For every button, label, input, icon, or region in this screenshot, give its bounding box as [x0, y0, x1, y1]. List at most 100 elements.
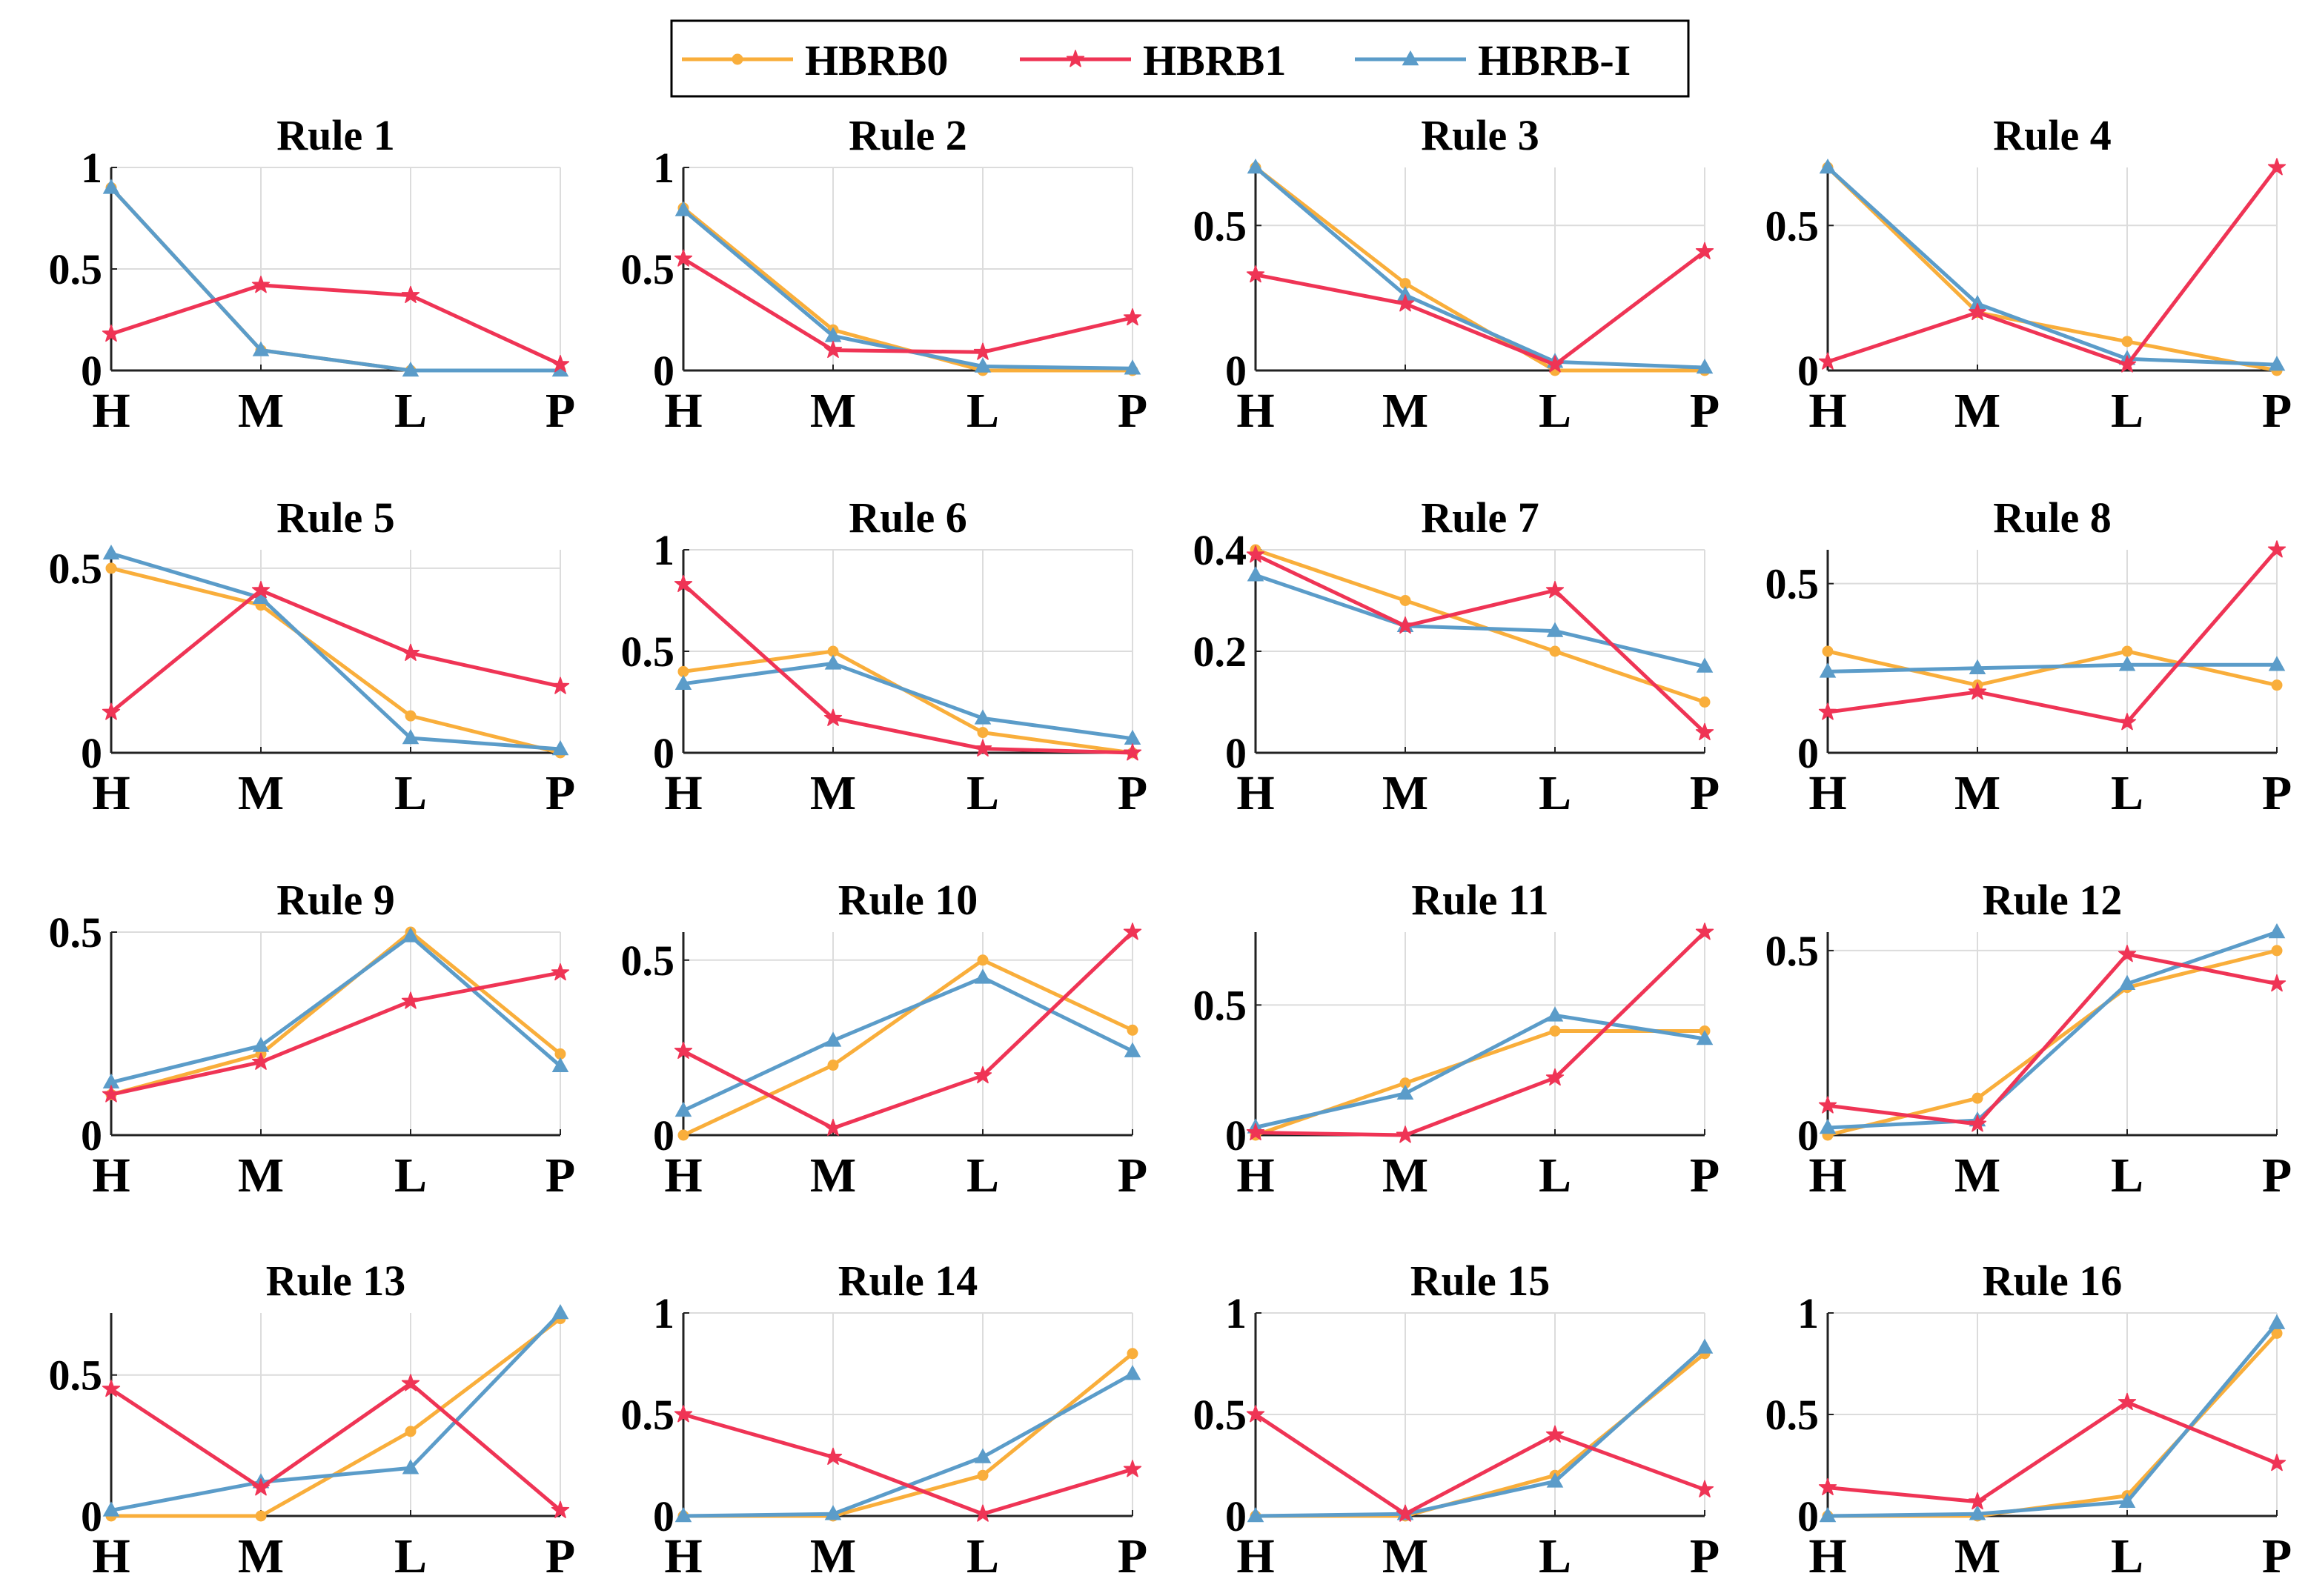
series-line-hbrb1: [1827, 1400, 2278, 1504]
data-point-hbrb1: [1396, 1504, 1415, 1522]
series-hbrb0: [1250, 544, 1711, 708]
data-point-hbrb-i: [1696, 1030, 1714, 1045]
data-point-hbrb-i: [1247, 1506, 1264, 1523]
subplot-title: Rule 11: [1411, 876, 1548, 924]
data-point-hbrb1: [2267, 1454, 2287, 1472]
series-line-hbrb1: [682, 257, 1133, 354]
x-tick-label: L: [966, 1148, 999, 1203]
series-line-hbrb1: [1254, 553, 1706, 734]
y-tick-label: 0.5: [49, 545, 103, 593]
data-point-hbrb-i: [1819, 662, 1837, 678]
x-tick-label: H: [1808, 766, 1846, 820]
x-tick-label: H: [664, 766, 702, 820]
subplot-title: Rule 1: [276, 111, 395, 159]
x-tick-label: H: [1236, 384, 1274, 438]
x-tick-label: L: [394, 1529, 427, 1583]
data-point-hbrb1: [1545, 1068, 1565, 1086]
data-point-hbrb0: [677, 1129, 689, 1141]
x-tick-label: P: [1118, 1529, 1147, 1583]
data-point-hbrb1: [1246, 265, 1265, 283]
data-point-hbrb-i: [2268, 356, 2286, 371]
data-point-hbrb1: [1396, 294, 1415, 312]
data-point-hbrb1: [251, 276, 271, 293]
series-hbrb1: [102, 963, 570, 1103]
data-point-hbrb1: [2267, 158, 2287, 176]
x-tick-label: P: [1690, 1148, 1720, 1203]
data-point-hbrb-i: [102, 1501, 120, 1517]
y-tick-label: 0: [1225, 1492, 1247, 1540]
series-hbrb-i: [102, 179, 569, 377]
legend-entry-hbrb0: HBRB0: [682, 36, 948, 84]
data-point-hbrb-i: [1124, 1365, 1141, 1380]
x-tick-label: H: [1808, 1148, 1846, 1203]
subplot-title: Rule 13: [266, 1257, 406, 1305]
data-point-hbrb0: [2121, 336, 2133, 348]
subplot-rule-1: 0 0.5 1 H M L P Rule 1: [49, 111, 576, 438]
series-hbrb1: [1818, 158, 2287, 373]
y-tick-label: 0.4: [1193, 526, 1247, 574]
data-point-hbrb1: [2118, 355, 2137, 373]
data-point-hbrb0: [977, 727, 989, 739]
series-line-hbrb1: [1827, 548, 2278, 725]
legend-marker-hbrb0: [732, 53, 743, 65]
series-hbrb1: [1246, 545, 1714, 741]
subplot-title: Rule 2: [849, 111, 967, 159]
x-tick-label: M: [1954, 766, 2000, 820]
legend-entry-hbrb-i: HBRB-I: [1355, 36, 1631, 84]
x-tick-label: L: [2111, 1529, 2143, 1583]
x-tick-label: L: [394, 1148, 427, 1203]
data-point-hbrb0: [1549, 645, 1561, 657]
x-tick-label: P: [1118, 384, 1147, 438]
series-hbrb1: [1246, 1405, 1714, 1522]
subplot-rule-7: 0 0.2 0.4 H M L P Rule 7: [1193, 493, 1720, 820]
data-point-hbrb1: [251, 1052, 271, 1070]
legend: HBRB0 HBRB1 HBRB-I: [670, 19, 1690, 98]
x-tick-label: P: [2262, 384, 2292, 438]
data-point-hbrb-i: [674, 674, 692, 691]
y-tick-label: 0: [1797, 347, 1819, 395]
data-point-hbrb1: [251, 581, 271, 599]
data-point-hbrb-i: [1546, 1006, 1564, 1022]
y-tick-label: 0.5: [1765, 927, 1820, 975]
series-hbrb1: [674, 249, 1142, 360]
subplot-rule-12: 0 0.5 H M L P Rule 12: [1765, 876, 2292, 1203]
data-point-hbrb1: [1545, 1425, 1565, 1443]
subplot-title: Rule 3: [1421, 111, 1539, 159]
x-tick-label: M: [810, 384, 856, 438]
y-tick-label: 0.5: [621, 1391, 675, 1439]
y-tick-label: 0.5: [621, 628, 675, 676]
legend-marker-hbrb-i: [1402, 50, 1419, 66]
series-line-hbrb0: [111, 1317, 562, 1518]
series-line-hbrb0: [1256, 1351, 1706, 1518]
y-tick-label: 1: [81, 144, 102, 192]
subplot-rule-10: 0 0.5 H M L P Rule 10: [621, 876, 1148, 1203]
data-point-hbrb-i: [1546, 622, 1564, 637]
subplot-title: Rule 4: [1993, 111, 2112, 159]
data-point-hbrb-i: [2268, 922, 2286, 939]
x-tick-label: M: [810, 1529, 856, 1583]
series-line-hbrb-i: [1255, 1346, 1706, 1518]
y-tick-label: 0: [81, 347, 102, 395]
series-line-hbrb0: [110, 566, 561, 755]
series-hbrb1: [102, 1374, 570, 1518]
data-point-hbrb1: [1545, 581, 1565, 599]
data-point-hbrb-i: [1546, 1472, 1564, 1488]
y-tick-label: 0: [1797, 729, 1819, 777]
data-point-hbrb0: [977, 1469, 989, 1481]
data-point-hbrb1: [102, 702, 121, 720]
x-tick-label: H: [664, 1148, 702, 1203]
x-tick-label: H: [1236, 1529, 1274, 1583]
series-line-hbrb1: [1827, 952, 2278, 1126]
data-point-hbrb1: [1695, 1480, 1714, 1497]
x-tick-label: L: [394, 766, 427, 820]
x-tick-label: P: [546, 1529, 575, 1583]
data-point-hbrb1: [401, 285, 420, 304]
data-point-hbrb-i: [102, 179, 120, 194]
data-point-hbrb-i: [1819, 1506, 1837, 1523]
series-hbrb-i: [102, 544, 569, 756]
series-hbrb1: [1818, 945, 2287, 1132]
subplot-title: Rule 12: [1983, 876, 2123, 924]
series-hbrb-i: [102, 927, 569, 1088]
series-line-hbrb-i: [110, 551, 561, 751]
